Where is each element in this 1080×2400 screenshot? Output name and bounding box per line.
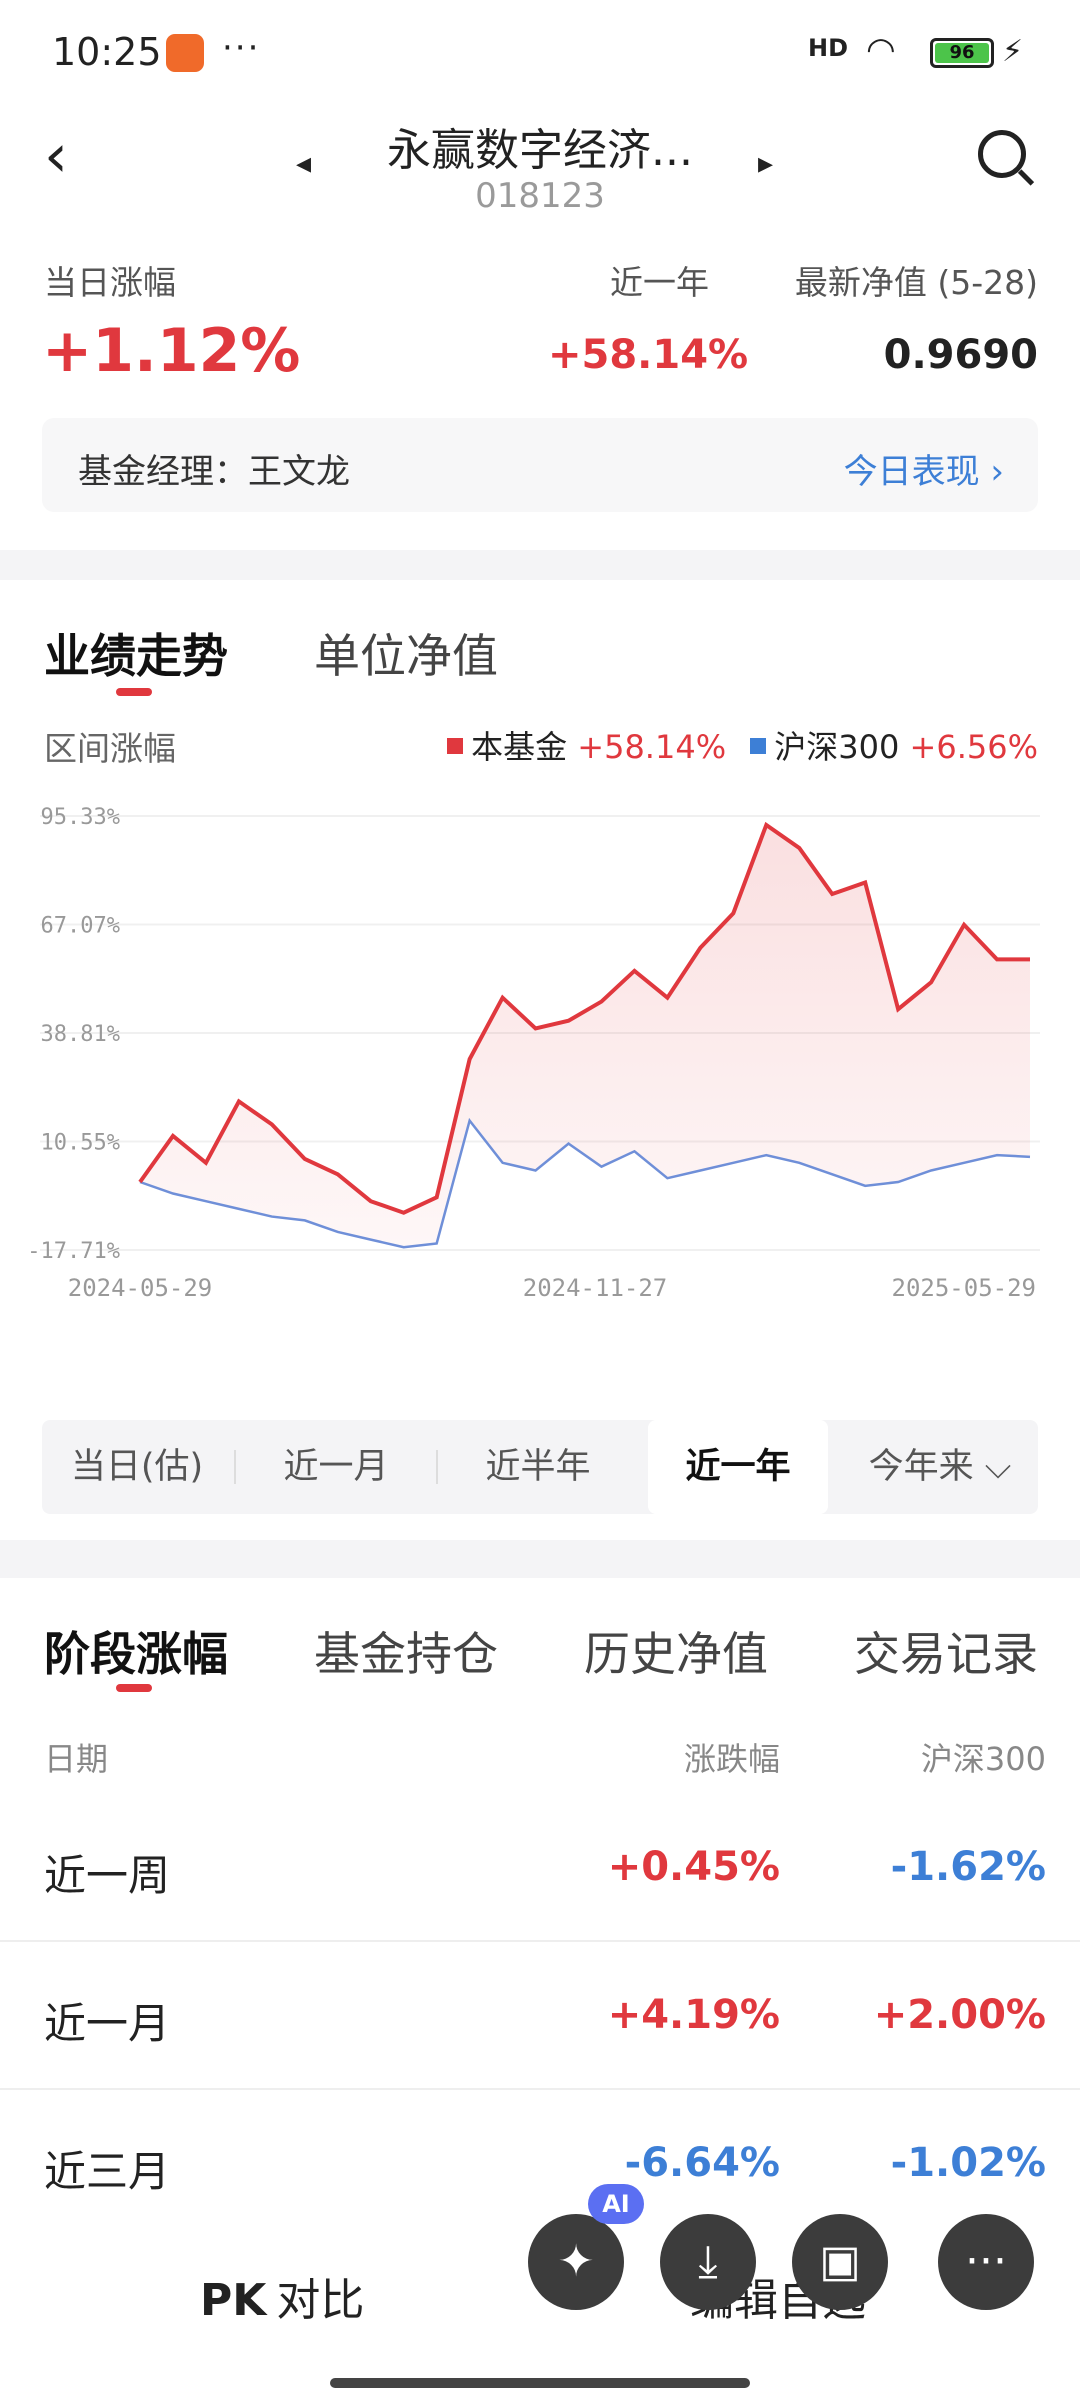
search-icon[interactable] [978,130,1026,178]
battery-level: 96 [935,43,989,63]
compare-label: 对比 [276,2275,365,2326]
chart-legend: 本基金 +58.14% 沪深300 +6.56% [433,722,1038,768]
range-change-label: 区间涨幅 [44,729,176,768]
fund-manager: 基金经理：王文龙 [78,452,350,492]
tab-history-nav[interactable]: 历史净值 [584,1627,768,1681]
y-tick-label: 95.33% [41,805,120,830]
row-index-change: -1.02% [890,2140,1046,2186]
compare-button[interactable]: PK 对比 [200,2264,364,2328]
fund-code: 018123 [475,176,605,216]
period-1m[interactable]: 近一月 [283,1447,389,1487]
bottom-action-bar: PK 对比 编辑自选 ✦ AI ⤓ ▣ ··· [0,2184,1080,2400]
fund-title: 永赢数字经济... [387,125,693,176]
x-tick-label: 2024-05-29 [68,1274,213,1302]
table-row[interactable]: 近一月 +4.19% +2.00% [0,1942,1080,2090]
active-tab-indicator [116,1684,152,1692]
more-icon[interactable]: ··· [938,2214,1034,2310]
home-indicator [330,2378,750,2388]
row-fund-change: +0.45% [607,1844,780,1890]
ai-magic-button[interactable]: ✦ [528,2214,624,2310]
row-period: 近一周 [44,1851,171,1900]
pk-icon: PK [200,2275,267,2326]
app-notification-icon [166,34,204,72]
daily-change-value: +1.12% [42,316,301,386]
wifi-icon: ◠ [866,30,896,70]
download-icon[interactable]: ⤓ [660,2214,756,2310]
performance-chart-card: 业绩走势 单位净值 区间涨幅 本基金 +58.14% 沪深300 +6.56% … [0,580,1080,1540]
table-row[interactable]: 近三月 -6.64% -1.02% [0,2090,1080,2238]
period-6m[interactable]: 近半年 [485,1447,591,1487]
legend-fund-name: 本基金 [471,728,568,766]
legend-index-value: +6.56% [909,728,1038,766]
series-line-fund [138,821,1030,1215]
row-index-change: -1.62% [890,1844,1046,1890]
fund-summary-card: ‹ ◂ 永赢数字经济... 018123 ▸ 当日涨幅 近一年 最新净值 (5-… [0,100,1080,550]
y-tick-label: 67.07% [41,914,120,939]
legend-fund-value: +58.14% [577,728,727,766]
row-fund-change: +4.19% [607,1992,780,2038]
gallery-icon[interactable]: ▣ [792,2214,888,2310]
row-period: 近一月 [44,1999,171,2048]
legend-index-name: 沪深300 [774,728,900,766]
legend-index-swatch [750,738,767,754]
tab-transactions[interactable]: 交易记录 [854,1627,1038,1681]
prev-fund-icon[interactable]: ◂ [296,146,312,181]
clock: 10:25 [52,30,162,74]
col-date: 日期 [44,1740,109,1778]
year-change-value: +58.14% [548,332,749,378]
table-row[interactable]: 近一周 +0.45% -1.62% [0,1794,1080,1942]
period-divider [234,1450,236,1484]
series-line-csi300 [139,1117,1031,1249]
year-change-label: 近一年 [610,263,709,302]
series-fill-area [140,824,1030,1248]
next-fund-icon[interactable]: ▸ [758,146,774,181]
tab-holdings[interactable]: 基金持仓 [314,1627,498,1681]
row-period: 近三月 [44,2147,171,2196]
daily-change-label: 当日涨幅 [44,263,176,302]
tab-stage-returns[interactable]: 阶段涨幅 [44,1627,228,1681]
period-selector: 当日(估) 近一月 近半年 近一年 今年来 ⌵ [42,1420,1038,1514]
tab-unit-nav[interactable]: 单位净值 [314,629,498,683]
nav-label: 最新净值 (5-28) [794,263,1038,302]
row-index-change: +2.00% [873,1992,1046,2038]
y-tick-label: 38.81% [41,1022,120,1047]
battery-icon: 96 [930,38,994,68]
col-index: 沪深300 [920,1740,1046,1778]
nav-value: 0.9690 [883,332,1038,378]
performance-chart[interactable]: 95.33% 67.07% 38.81% 10.55% -17.71% 2024-05-2… [0,780,1080,1410]
tab-performance[interactable]: 业绩走势 [44,629,228,683]
legend-fund-swatch [447,738,464,754]
col-change: 涨跌幅 [683,1740,780,1778]
period-1y[interactable]: 近一年 [648,1420,828,1514]
row-fund-change: -6.64% [624,2140,780,2186]
x-tick-label: 2024-11-27 [523,1274,668,1302]
period-divider [436,1450,438,1484]
y-tick-label: 10.55% [41,1131,120,1156]
more-notifications-icon: ··· [222,28,261,68]
period-ytd-dropdown[interactable]: 今年来 ⌵ [868,1447,1012,1487]
ai-badge: AI [588,2184,644,2224]
active-tab-indicator [116,688,152,696]
manager-bar[interactable]: 基金经理：王文龙 今日表现 › [42,418,1038,512]
back-icon[interactable]: ‹ [44,121,68,191]
y-tick-label: -17.71% [27,1239,120,1264]
x-tick-label: 2025-05-29 [892,1274,1037,1302]
charging-icon: ⚡ [1002,34,1024,69]
status-bar: 10:25 ··· HD ◠ 96 ⚡ [0,0,1080,100]
signal-icon: HD [808,34,849,62]
today-performance-link[interactable]: 今日表现 › [843,452,1004,492]
period-today[interactable]: 当日(估) [70,1447,204,1487]
